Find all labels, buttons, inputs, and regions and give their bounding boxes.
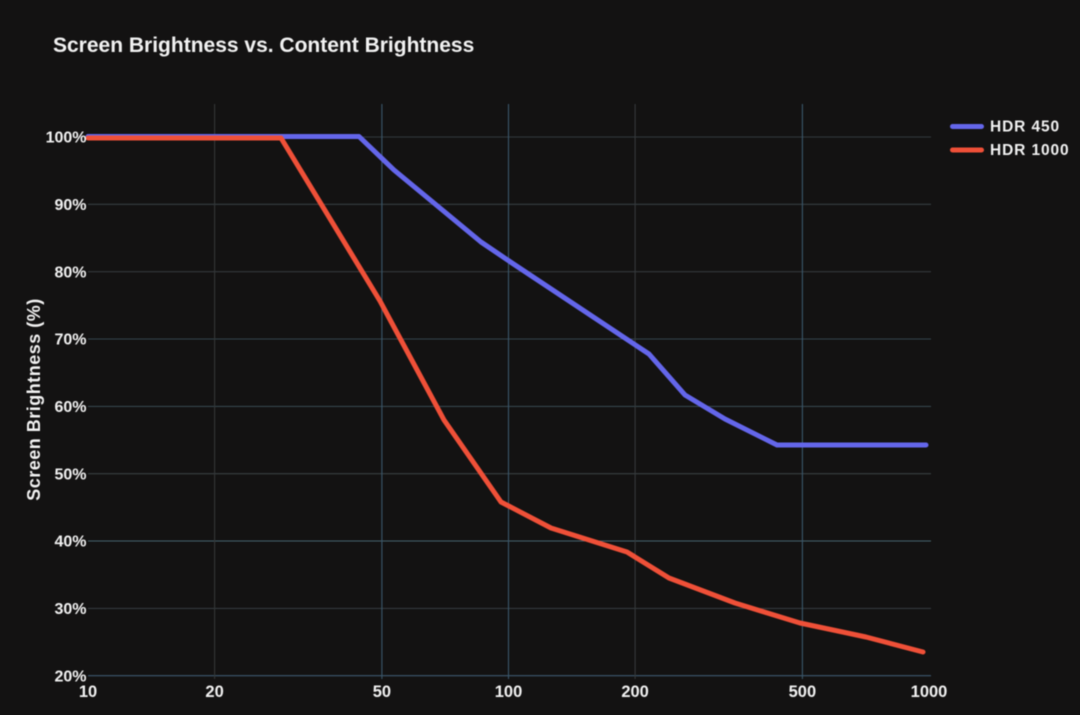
- svg-text:80%: 80%: [54, 264, 86, 281]
- svg-text:Screen Brightness vs. Content: Screen Brightness vs. Content Brightness: [53, 34, 474, 57]
- svg-text:40%: 40%: [54, 534, 86, 551]
- svg-text:Screen Brightness (%): Screen Brightness (%): [24, 298, 44, 501]
- svg-text:500: 500: [789, 683, 817, 701]
- svg-text:50%: 50%: [54, 466, 86, 483]
- svg-text:20%: 20%: [54, 668, 86, 685]
- svg-text:100%: 100%: [46, 130, 87, 147]
- svg-text:100: 100: [495, 683, 523, 701]
- svg-text:HDR 1000: HDR 1000: [990, 142, 1070, 159]
- svg-text:1000: 1000: [911, 683, 948, 701]
- svg-text:HDR 450: HDR 450: [990, 119, 1060, 136]
- svg-text:70%: 70%: [54, 332, 86, 349]
- svg-text:60%: 60%: [54, 399, 86, 416]
- svg-text:90%: 90%: [54, 197, 86, 214]
- svg-text:30%: 30%: [54, 601, 86, 618]
- svg-text:50: 50: [373, 683, 391, 701]
- svg-text:200: 200: [621, 683, 649, 701]
- svg-text:10: 10: [79, 683, 97, 701]
- svg-text:20: 20: [205, 683, 223, 701]
